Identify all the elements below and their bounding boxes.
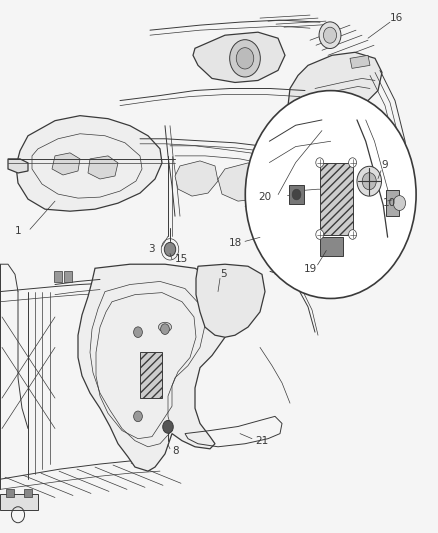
Text: 16: 16: [390, 13, 403, 23]
Polygon shape: [25, 489, 32, 497]
Circle shape: [349, 230, 357, 239]
Polygon shape: [0, 495, 38, 510]
Circle shape: [316, 230, 324, 239]
Polygon shape: [140, 352, 162, 398]
Circle shape: [357, 166, 381, 196]
Circle shape: [163, 421, 173, 433]
Polygon shape: [78, 264, 230, 471]
Text: 10: 10: [382, 198, 396, 207]
Ellipse shape: [159, 322, 172, 332]
Polygon shape: [320, 163, 353, 235]
Polygon shape: [52, 153, 80, 175]
Circle shape: [349, 158, 357, 167]
Polygon shape: [64, 271, 71, 282]
Polygon shape: [175, 161, 218, 196]
Text: 19: 19: [304, 264, 317, 274]
Polygon shape: [196, 264, 265, 337]
Circle shape: [393, 196, 406, 211]
Text: 15: 15: [175, 254, 188, 264]
Text: 9: 9: [381, 160, 388, 170]
Circle shape: [319, 22, 341, 49]
Polygon shape: [88, 156, 118, 179]
Polygon shape: [320, 237, 343, 256]
Polygon shape: [54, 271, 61, 282]
Polygon shape: [288, 52, 382, 123]
Circle shape: [134, 411, 142, 422]
Polygon shape: [218, 163, 268, 201]
Polygon shape: [386, 190, 399, 216]
Text: 3: 3: [148, 245, 155, 254]
Circle shape: [161, 324, 170, 335]
Circle shape: [292, 189, 301, 200]
Circle shape: [230, 39, 260, 77]
Circle shape: [362, 173, 376, 190]
Circle shape: [323, 27, 336, 43]
Text: 1: 1: [15, 227, 21, 236]
Polygon shape: [16, 116, 162, 211]
Circle shape: [134, 327, 142, 337]
Polygon shape: [7, 489, 14, 497]
Text: 20: 20: [258, 192, 272, 202]
Circle shape: [236, 47, 254, 69]
Text: 5: 5: [220, 269, 226, 279]
Polygon shape: [270, 166, 310, 199]
Polygon shape: [193, 32, 285, 83]
Polygon shape: [289, 185, 304, 204]
Circle shape: [316, 158, 324, 167]
Circle shape: [245, 91, 416, 298]
Polygon shape: [268, 231, 303, 240]
Polygon shape: [8, 159, 28, 173]
Text: 18: 18: [229, 238, 242, 248]
Polygon shape: [350, 55, 370, 68]
Text: 21: 21: [255, 435, 268, 446]
Text: 8: 8: [172, 446, 179, 456]
Circle shape: [164, 243, 176, 256]
